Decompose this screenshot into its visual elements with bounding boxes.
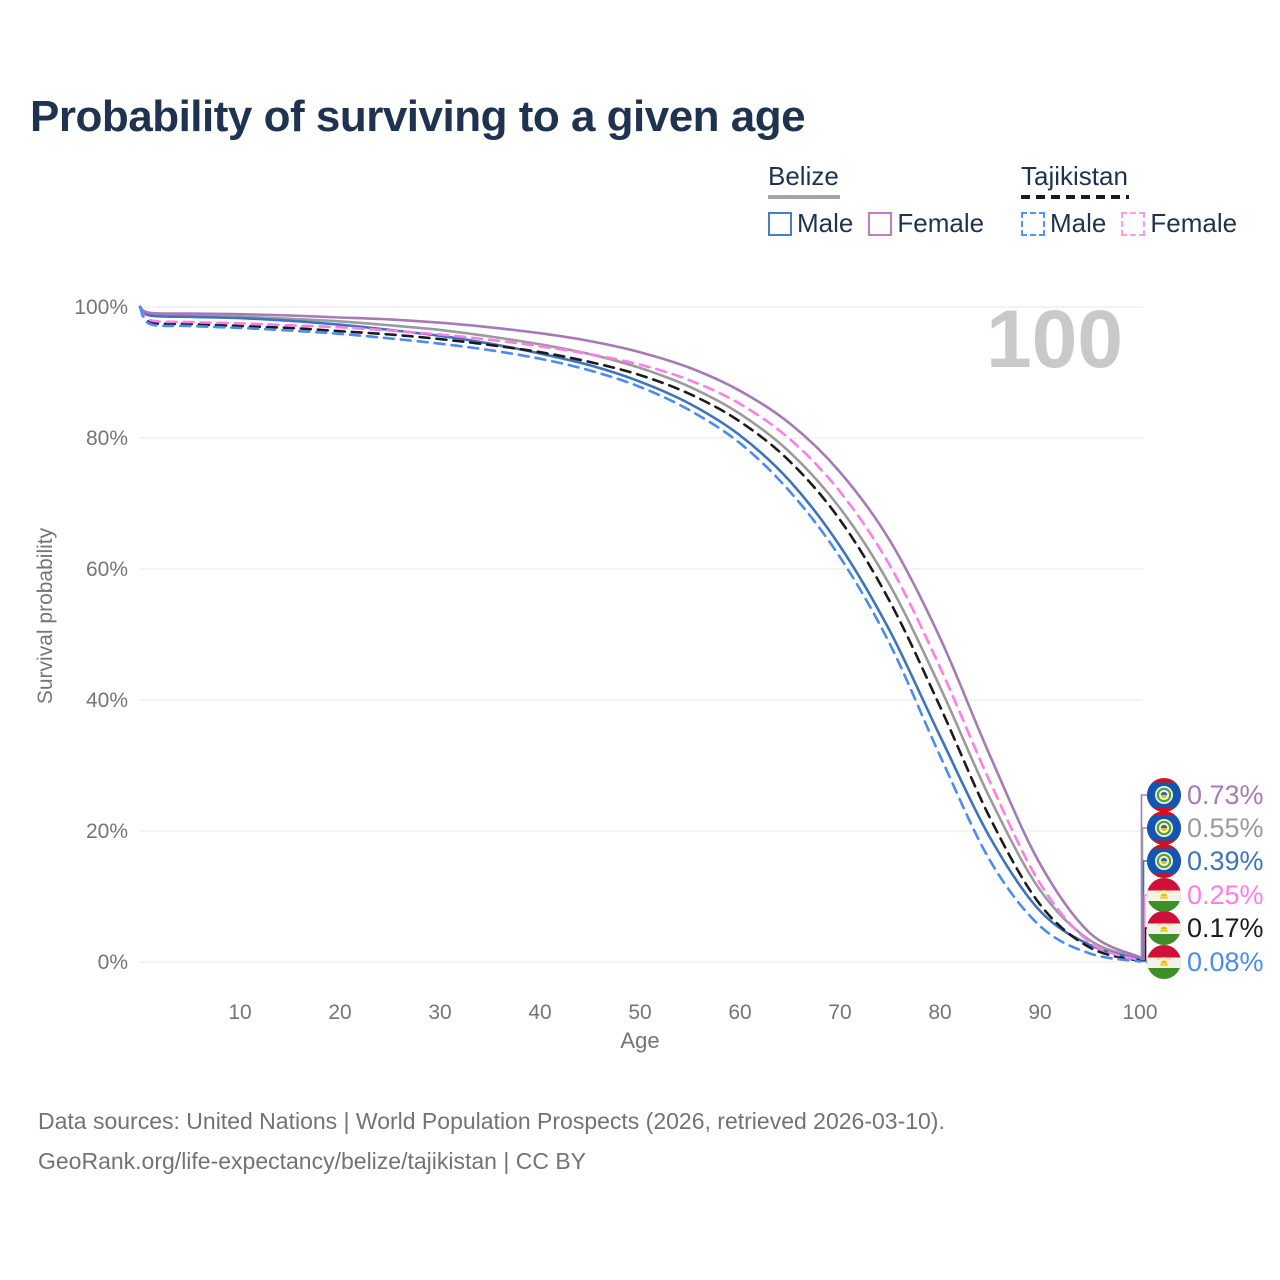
legend-group-belize: Belize Male Female [768,163,984,239]
y-tick-label: 100% [74,296,128,319]
end-label-tajikistan-male[interactable]: 0.08% [1147,945,1264,979]
y-tick-label: 40% [86,689,128,712]
legend-item-tajikistan-male[interactable]: Male [1021,208,1106,239]
end-label-connector [1140,794,1147,958]
end-label-belize-both-sexes-[interactable]: 0.55% [1147,811,1264,845]
tajikistan-dashed-line-swatch [1021,195,1129,199]
belize-flag-icon [1147,778,1181,812]
belize-flag-icon [1147,811,1181,845]
x-tick-label: 50 [628,1001,651,1024]
tajikistan-flag-icon [1147,878,1181,912]
end-label-tajikistan-female[interactable]: 0.25% [1147,878,1264,912]
legend-label-belize-male: Male [797,208,854,238]
y-axis-title: Survival probability [34,527,57,704]
tajikistan-male-swatch-icon [1021,211,1045,236]
end-label-value: 0.17% [1187,912,1264,943]
end-label-value: 0.25% [1187,879,1264,910]
source-line-2: GeoRank.org/life-expectancy/belize/tajik… [38,1148,587,1174]
end-label-value: 0.73% [1187,779,1264,810]
belize-male-swatch-icon [768,211,792,236]
series-line-tajikistan-female[interactable] [138,305,1142,962]
x-tick-label: 20 [328,1001,351,1024]
belize-solid-line-swatch [768,195,840,199]
y-tick-label: 60% [86,558,128,581]
series-line-tajikistan-male[interactable] [138,305,1142,963]
legend-item-belize-male[interactable]: Male [768,208,853,239]
age-counter-watermark: 100 [986,294,1123,385]
end-label-connector [1140,860,1147,961]
x-tick-label: 100 [1122,1001,1157,1024]
x-tick-label: 10 [228,1001,251,1024]
y-tick-label: 0% [98,951,128,974]
x-tick-label: 90 [1028,1001,1051,1024]
source-line-1: Data sources: United Nations | World Pop… [38,1108,945,1134]
belize-female-swatch-icon [868,211,893,236]
series-line-belize-female[interactable] [138,305,1142,959]
page-title: Probability of surviving to a given age [30,92,806,141]
end-label-belize-female[interactable]: 0.73% [1147,778,1264,812]
end-label-value: 0.08% [1187,946,1264,977]
legend-label-belize-female: Female [897,208,985,238]
y-tick-label: 20% [86,820,128,843]
legend-label-tajikistan-male: Male [1050,208,1107,238]
x-tick-label: 30 [428,1001,451,1024]
tajikistan-female-swatch-icon [1121,211,1146,236]
end-label-connector [1140,827,1147,960]
x-tick-label: 80 [928,1001,951,1024]
legend-item-belize-female[interactable]: Female [868,208,984,239]
legend-item-tajikistan-female[interactable]: Female [1121,208,1237,239]
legend-country-belize: Belize [768,161,839,191]
series-line-belize-both-sexes-[interactable] [138,305,1142,960]
series-line-tajikistan-both-sexes-[interactable] [138,305,1142,963]
chart-canvas[interactable]: 0% 20% 40% 60% 80% 100% 100 10 20 30 40 50 60 70 80 90 1… [0,0,1280,1080]
belize-flag-icon [1147,844,1181,878]
x-tick-label: 70 [828,1001,851,1024]
x-tick-label: 60 [728,1001,751,1024]
x-axis-title: Age [620,1028,659,1053]
legend-country-tajikistan: Tajikistan [1021,161,1128,191]
tajikistan-flag-icon [1147,945,1181,979]
legend-label-tajikistan-female: Female [1150,208,1238,238]
legend-group-tajikistan: Tajikistan Male Female [1021,163,1237,239]
series-line-belize-male[interactable] [138,305,1142,961]
end-label-connector [1140,960,1148,963]
x-tick-label: 40 [528,1001,551,1024]
end-label-value: 0.55% [1187,812,1264,843]
end-label-belize-male[interactable]: 0.39% [1147,844,1264,878]
end-label-value: 0.39% [1187,845,1264,876]
y-tick-label: 80% [86,427,128,450]
tajikistan-flag-icon [1147,911,1181,945]
end-label-tajikistan-both-sexes-[interactable]: 0.17% [1147,911,1264,945]
